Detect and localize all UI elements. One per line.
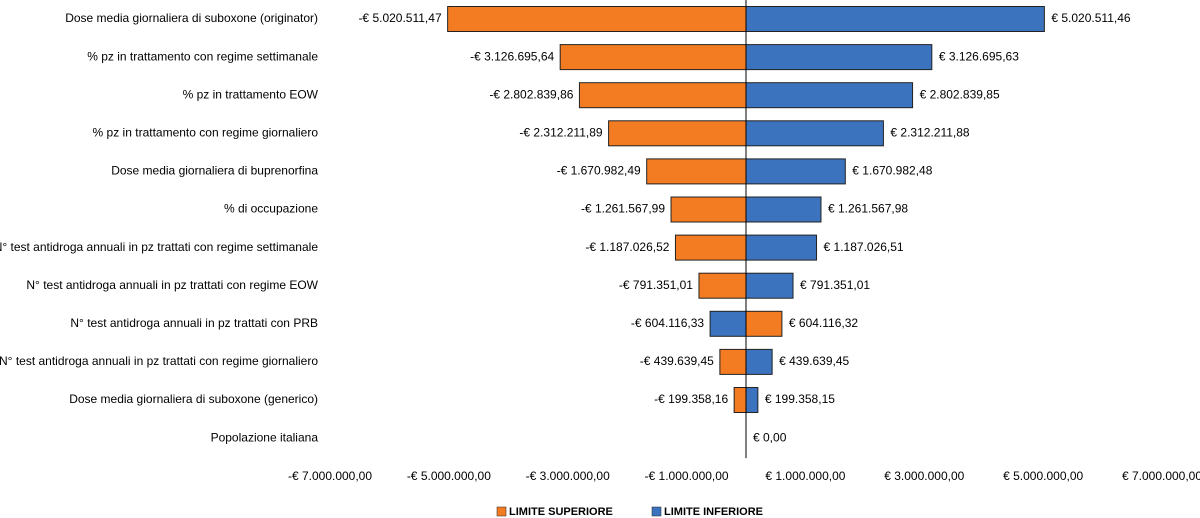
- x-tick-label: € 1.000.000,00: [765, 469, 845, 483]
- data-label: -€ 1.261.567,99: [581, 202, 665, 216]
- legend-label: LIMITE SUPERIORE: [509, 506, 613, 518]
- data-label: -€ 439.639,45: [640, 354, 714, 368]
- legend-swatch: [651, 506, 662, 517]
- legend-label: LIMITE INFERIORE: [664, 506, 763, 518]
- data-label: € 791.351,01: [800, 278, 870, 292]
- data-label: -€ 3.126.695,64: [470, 49, 554, 63]
- category-label: % di occupazione: [224, 202, 318, 216]
- x-tick-label: -€ 7.000.000,00: [288, 469, 372, 483]
- bar: [745, 44, 933, 71]
- data-label: € 0,00: [753, 430, 787, 444]
- category-label: Popolazione italiana: [211, 430, 319, 444]
- bar: [745, 310, 783, 337]
- category-label: N° test antidroga annuali in pz trattati…: [0, 240, 318, 254]
- category-label: % pz in trattamento con regime settimana…: [87, 49, 318, 63]
- data-label: € 604.116,32: [789, 316, 859, 330]
- data-label: € 1.187.026,51: [824, 240, 904, 254]
- bar: [670, 196, 747, 223]
- legend-swatch: [496, 506, 507, 517]
- bar: [447, 6, 747, 32]
- category-label: N° test antidroga annuali in pz trattati…: [0, 354, 318, 368]
- data-label: € 5.020.511,46: [1051, 11, 1131, 25]
- bar: [745, 120, 884, 147]
- bar: [745, 272, 794, 299]
- bar: [646, 158, 747, 185]
- bar: [745, 348, 773, 375]
- x-tick-label: -€ 5.000.000,00: [407, 469, 491, 483]
- bar: [745, 6, 1045, 32]
- data-label: -€ 1.670.982,49: [557, 164, 641, 178]
- data-label: € 1.670.982,48: [852, 164, 932, 178]
- x-tick-label: -€ 3.000.000,00: [526, 469, 610, 483]
- data-label: -€ 791.351,01: [619, 278, 693, 292]
- bar: [698, 272, 747, 299]
- bar: [745, 234, 818, 261]
- x-tick-label: -€ 1.000.000,00: [645, 469, 729, 483]
- data-label: € 2.312.211,88: [890, 125, 970, 139]
- category-label: N° test antidroga annuali in pz trattati…: [70, 316, 318, 330]
- category-label: Dose media giornaliera di suboxone (orig…: [65, 11, 318, 25]
- x-tick-label: € 5.000.000,00: [1003, 469, 1083, 483]
- bar: [745, 196, 822, 223]
- bar: [745, 387, 759, 413]
- bar: [608, 120, 747, 147]
- data-label: -€ 1.187.026,52: [585, 240, 669, 254]
- data-label: -€ 199.358,16: [654, 392, 728, 406]
- data-label: € 2.802.839,85: [920, 87, 1000, 101]
- bar: [745, 158, 846, 185]
- data-label: € 199.358,15: [765, 392, 835, 406]
- data-label: € 439.639,45: [779, 354, 849, 368]
- data-label: € 3.126.695,63: [939, 49, 1019, 63]
- x-tick-label: € 3.000.000,00: [884, 469, 964, 483]
- x-tick-label: € 7.000.000,00: [1122, 469, 1200, 483]
- data-label: -€ 2.802.839,86: [489, 87, 573, 101]
- data-label: € 1.261.567,98: [828, 202, 908, 216]
- data-label: -€ 5.020.511,47: [358, 11, 442, 25]
- bar: [745, 82, 914, 109]
- bar: [559, 44, 747, 71]
- bar: [733, 387, 747, 413]
- category-label: Dose media giornaliera di buprenorfina: [111, 164, 318, 178]
- category-label: % pz in trattamento con regime giornalie…: [93, 125, 319, 139]
- data-label: -€ 2.312.211,89: [519, 125, 603, 139]
- category-label: % pz in trattamento EOW: [183, 87, 319, 101]
- data-label: -€ 604.116,33: [631, 316, 704, 330]
- bar: [719, 348, 747, 375]
- bar: [578, 82, 747, 109]
- category-label: N° test antidroga annuali in pz trattati…: [26, 278, 318, 292]
- bar: [674, 234, 747, 261]
- bar: [709, 310, 747, 337]
- category-label: Dose media giornaliera di suboxone (gene…: [69, 392, 318, 406]
